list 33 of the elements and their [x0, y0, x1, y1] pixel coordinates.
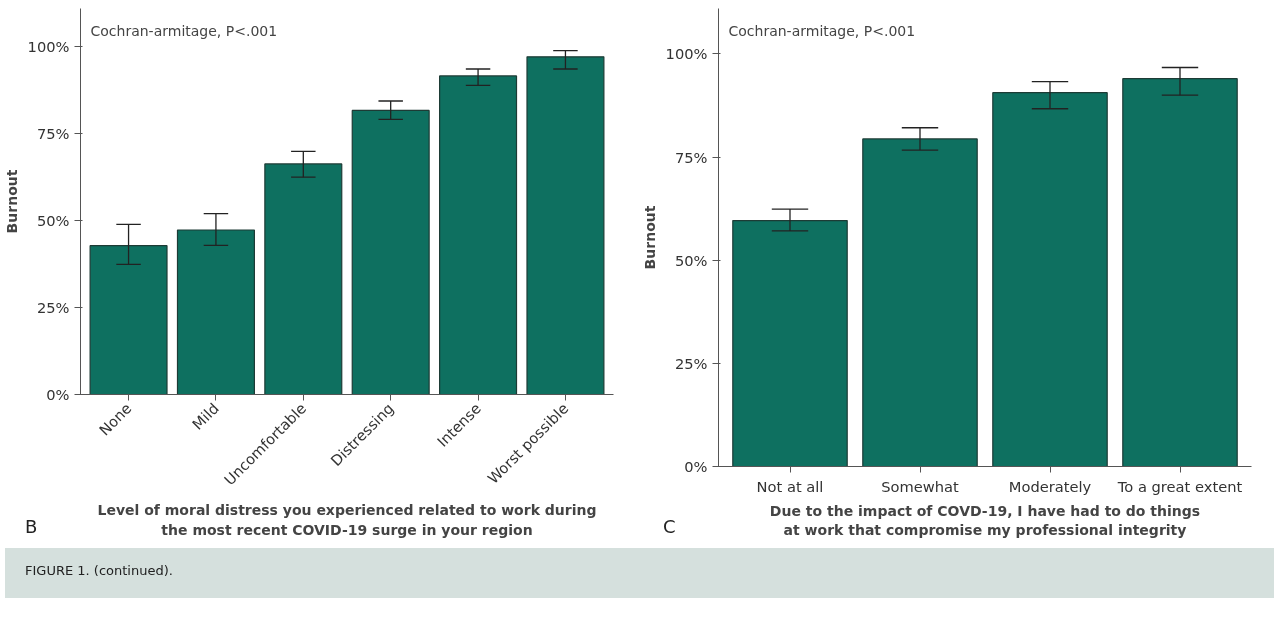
bar	[89, 245, 168, 395]
y-tick-label: 75%	[36, 125, 70, 143]
y-tick-label: 25%	[36, 299, 70, 317]
y-tick-label: 75%	[674, 148, 708, 166]
y-tick-label: 50%	[674, 251, 708, 269]
x-axis-title: Due to the impact of COVD-19, I have had to do things at work that compromise my professional integrity	[769, 502, 1201, 538]
caption: FIGURE 1. (continued).	[25, 562, 173, 580]
y-tick-label: 0%	[46, 386, 70, 403]
bar	[732, 219, 848, 467]
y-tick-label: 100%	[27, 38, 70, 56]
x-tick-label: Not at all	[756, 477, 824, 495]
bar	[992, 92, 1108, 467]
x-axis-title: Level of moral distress you experienced related to work during the most recent COVID-19 surge in your region	[97, 502, 597, 538]
bar	[351, 109, 430, 395]
annotation: Cochran-armitage, P<.001	[728, 22, 916, 39]
x-tick-label: Somewhat	[881, 477, 960, 495]
y-tick-label: 50%	[36, 212, 70, 230]
text: C	[663, 515, 676, 539]
text: B	[25, 515, 38, 539]
y-axis-title: Burnout	[3, 169, 20, 234]
bar	[862, 138, 978, 467]
bar	[526, 56, 605, 395]
bar	[439, 75, 518, 395]
y-tick-label: 25%	[674, 354, 708, 372]
x-tick-label: Moderately	[1008, 477, 1092, 495]
x-tick-label: To a great extent	[1116, 477, 1243, 495]
y-tick-label: 0%	[684, 458, 708, 475]
y-tick-label: 100%	[665, 45, 708, 63]
bar	[176, 229, 255, 395]
bar	[1122, 78, 1238, 467]
y-axis-title: Burnout	[641, 205, 658, 270]
annotation: Cochran-armitage, P<.001	[90, 22, 278, 39]
bar	[264, 163, 343, 395]
